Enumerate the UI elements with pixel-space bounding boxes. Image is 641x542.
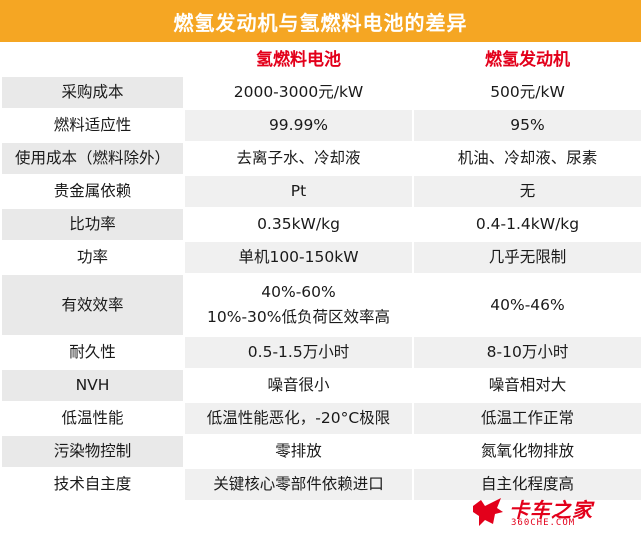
table-row: 使用成本（燃料除外） 去离子水、冷却液 机油、冷却液、尿素 [0,141,641,176]
fuel-cell-value: 去离子水、冷却液 [183,141,414,176]
fuel-cell-value: 0.35kW/kg [183,207,414,242]
comparison-table: 氢燃料电池 燃氢发动机 采购成本 2000-3000元/kW 500元/kW 燃… [0,45,641,502]
row-label: 使用成本（燃料除外） [0,141,185,176]
row-label: 采购成本 [0,75,185,110]
row-label: 低温性能 [0,401,185,436]
header-fuel-cell: 氢燃料电池 [183,45,414,77]
table-row: 有效效率 40%-60% 10%-30%低负荷区效率高 40%-46% [0,273,641,337]
fuel-cell-value: 99.99% [183,108,414,143]
table-row: 贵金属依赖 Pt 无 [0,174,641,209]
watermark-brand: 卡车之家 [509,498,593,522]
engine-value: 0.4-1.4kW/kg [412,207,641,242]
engine-value: 噪音相对大 [412,368,641,403]
row-label: NVH [0,368,185,403]
engine-value: 机油、冷却液、尿素 [412,141,641,176]
table-row: 耐久性 0.5-1.5万小时 8-10万小时 [0,335,641,370]
row-label: 燃料适应性 [0,108,185,143]
fuel-cell-value: 零排放 [183,434,414,469]
fuel-cell-value: Pt [183,174,414,209]
fuel-cell-value: 0.5-1.5万小时 [183,335,414,370]
table-title: 燃氢发动机与氢燃料电池的差异 [0,0,641,42]
fuel-cell-value: 2000-3000元/kW [183,75,414,110]
engine-value: 几乎无限制 [412,240,641,275]
row-label: 有效效率 [0,273,185,337]
engine-value: 无 [412,174,641,209]
row-label: 功率 [0,240,185,275]
row-label: 耐久性 [0,335,185,370]
row-label: 贵金属依赖 [0,174,185,209]
fuel-cell-value: 单机100-150kW [183,240,414,275]
fuel-cell-value: 低温性能恶化，-20°C极限 [183,401,414,436]
engine-value: 8-10万小时 [412,335,641,370]
engine-value: 自主化程度高 [412,467,641,502]
bull-logo-icon [473,498,503,526]
engine-value: 氮氧化物排放 [412,434,641,469]
header-row: 氢燃料电池 燃氢发动机 [0,45,641,77]
engine-value: 40%-46% [412,273,641,337]
table-row: 低温性能 低温性能恶化，-20°C极限 低温工作正常 [0,401,641,436]
header-empty-cell [0,45,185,77]
table-row: 功率 单机100-150kW 几乎无限制 [0,240,641,275]
table-row: 比功率 0.35kW/kg 0.4-1.4kW/kg [0,207,641,242]
table-row: NVH 噪音很小 噪音相对大 [0,368,641,403]
fuel-cell-value: 40%-60% 10%-30%低负荷区效率高 [183,273,414,337]
table-row: 燃料适应性 99.99% 95% [0,108,641,143]
engine-value: 95% [412,108,641,143]
header-hydrogen-engine: 燃氢发动机 [412,45,641,77]
engine-value: 低温工作正常 [412,401,641,436]
engine-value: 500元/kW [412,75,641,110]
table-row: 污染物控制 零排放 氮氧化物排放 [0,434,641,469]
row-label: 技术自主度 [0,467,185,502]
brand-watermark: 卡车之家 360CHE.COM [471,494,621,530]
fuel-cell-value-line2: 10%-30%低负荷区效率高 [207,308,390,326]
row-label: 污染物控制 [0,434,185,469]
fuel-cell-value-line1: 40%-60% [261,283,336,302]
row-label: 比功率 [0,207,185,242]
table-row: 技术自主度 关键核心零部件依赖进口 自主化程度高 [0,467,641,502]
fuel-cell-value: 关键核心零部件依赖进口 [183,467,414,502]
watermark-url: 360CHE.COM [511,518,576,528]
fuel-cell-value: 噪音很小 [183,368,414,403]
table-row: 采购成本 2000-3000元/kW 500元/kW [0,75,641,110]
